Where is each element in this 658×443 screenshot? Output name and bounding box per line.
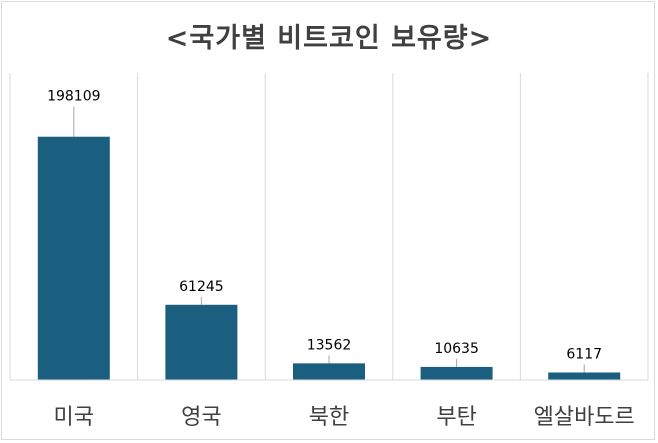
x-tick-label: 영국 xyxy=(181,405,221,430)
bar xyxy=(548,372,621,380)
data-label: 61245 xyxy=(179,279,224,295)
data-label: 198109 xyxy=(47,89,100,105)
bar xyxy=(293,363,365,380)
x-tick-label: 미국 xyxy=(54,405,94,430)
x-tick-label: 북한 xyxy=(309,405,349,430)
data-label: 6117 xyxy=(566,346,602,362)
x-tick-label: 부탄 xyxy=(436,405,476,430)
bar xyxy=(37,136,110,380)
x-tick-label: 엘살바도르 xyxy=(534,405,635,430)
data-label: 10635 xyxy=(434,341,479,357)
data-label: 13562 xyxy=(307,337,352,353)
bar xyxy=(420,366,493,380)
chart-title: <국가별 비트코인 보유량> xyxy=(165,23,493,54)
bar xyxy=(165,304,238,380)
